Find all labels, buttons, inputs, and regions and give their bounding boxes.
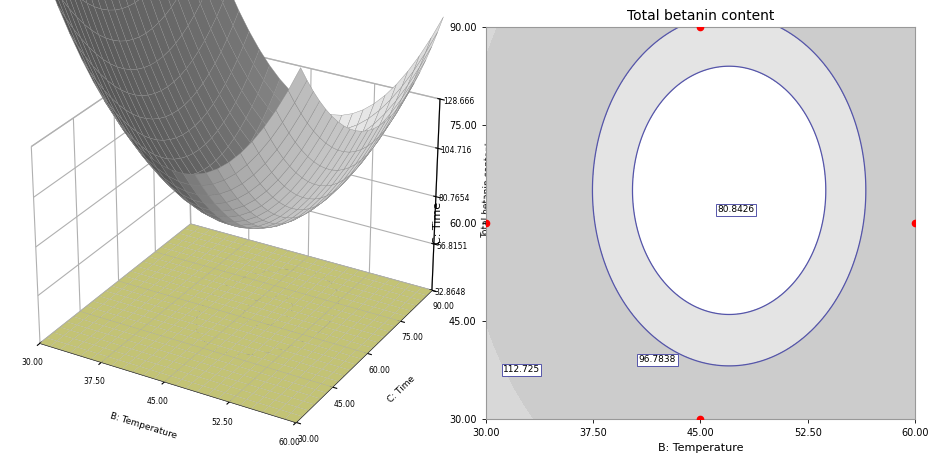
Title: Total betanin content: Total betanin content [627,10,774,23]
Y-axis label: C: Time: C: Time [387,374,417,404]
Y-axis label: C: Time: C: Time [433,202,444,244]
Text: 112.725: 112.725 [502,365,540,374]
Text: 80.8426: 80.8426 [717,205,755,214]
X-axis label: B: Temperature: B: Temperature [658,443,743,453]
X-axis label: B: Temperature: B: Temperature [109,412,178,441]
Text: 96.7838: 96.7838 [639,355,676,364]
